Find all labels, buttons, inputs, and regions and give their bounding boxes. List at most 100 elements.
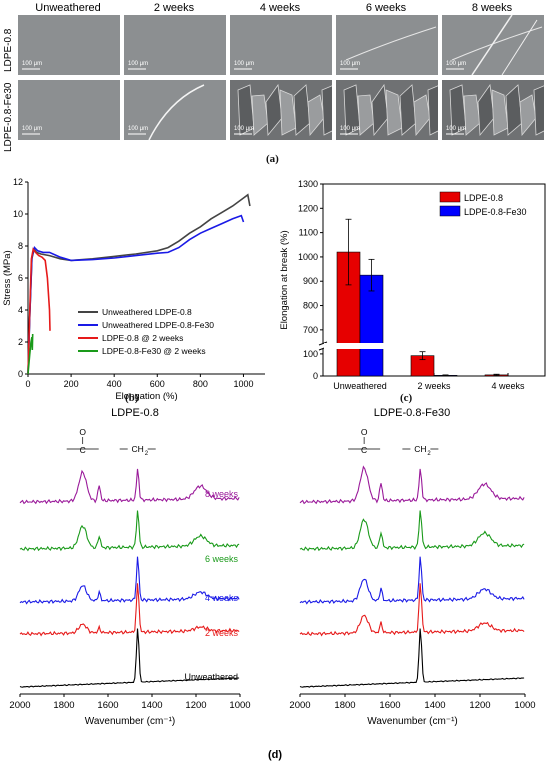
sem-texture bbox=[128, 68, 146, 70]
y-tick-label: 900 bbox=[303, 276, 318, 286]
axis-break-mark bbox=[318, 341, 328, 346]
row-label-ldpe-fe30: LDPE-0.8-Fe30 bbox=[3, 82, 14, 152]
series-line-2 bbox=[27, 214, 245, 375]
x-axis-title: Elongation (%) bbox=[115, 391, 177, 402]
ch2-annotation: CH bbox=[132, 444, 144, 454]
y-tick-label: 4 bbox=[18, 305, 23, 315]
sem-fragment bbox=[251, 94, 269, 136]
x-tick-label: 2000 bbox=[9, 700, 30, 711]
sem-fragment bbox=[413, 94, 431, 137]
sem-texture bbox=[340, 83, 438, 137]
sem-fragment bbox=[533, 85, 544, 136]
co-annotation-c: C bbox=[361, 445, 367, 455]
x-tick-label: 1600 bbox=[379, 700, 400, 711]
y-tick-label: 6 bbox=[18, 273, 23, 283]
sem-fragment bbox=[307, 94, 325, 137]
co-annotation-c: C bbox=[80, 445, 86, 455]
series-line-3 bbox=[27, 247, 51, 375]
x-tick-label: 2000 bbox=[289, 700, 310, 711]
y-tick-label: 8 bbox=[18, 241, 23, 251]
bar-break-band bbox=[324, 343, 544, 349]
x-tick-label: 1000 bbox=[514, 700, 535, 711]
y-tick-label: 12 bbox=[13, 177, 23, 187]
sem-fragment bbox=[357, 94, 375, 136]
sem-fragment bbox=[463, 94, 481, 136]
col-header-2-weeks: 2 weeks bbox=[153, 2, 195, 14]
scale-bar-label: 100 μm bbox=[340, 126, 361, 132]
spectrum-line-5 bbox=[19, 468, 240, 505]
x-tick-label: 1000 bbox=[233, 379, 253, 389]
sem-texture bbox=[446, 15, 543, 75]
sem-texture bbox=[446, 83, 544, 137]
sem-crack bbox=[451, 26, 543, 61]
x-axis-title: Wavenumber (cm⁻¹) bbox=[367, 716, 457, 727]
sem-fragment bbox=[321, 85, 332, 136]
spectrum-label-1: 8 weeks bbox=[205, 489, 239, 499]
spectrum-line-2 bbox=[299, 583, 525, 637]
x-tick-label: 1200 bbox=[469, 700, 490, 711]
y-tick-label: 1200 bbox=[298, 203, 318, 213]
col-header-8-weeks: 8 weeks bbox=[471, 2, 513, 14]
x-tick-label: 400 bbox=[107, 379, 122, 389]
sem-fragment bbox=[279, 89, 297, 136]
stress-strain-axes: 0 200 400 600 800 1000 0 2 4 6 8 10 12 Elongation (%)… bbox=[2, 177, 265, 402]
x-tick-label: 1200 bbox=[185, 700, 206, 711]
y-tick-label: 1300 bbox=[298, 179, 318, 189]
spectrum-line-5 bbox=[299, 465, 525, 505]
x-tick-label: 2 weeks bbox=[417, 381, 451, 391]
sem-image-ldpe-fe30-8-weeks: 100 μm bbox=[442, 80, 544, 140]
x-tick-label: 4 weeks bbox=[491, 381, 525, 391]
scale-bar-label: 100 μm bbox=[22, 61, 43, 67]
sem-fragment bbox=[371, 83, 389, 137]
y-axis-title: Elongation at break (%) bbox=[279, 230, 290, 329]
panel-a-label: (a) bbox=[266, 153, 279, 165]
x-tick-label: 0 bbox=[25, 379, 30, 389]
sem-crack bbox=[471, 15, 513, 75]
spectrum-label-3: 4 weeks bbox=[205, 593, 239, 603]
axis-break-gap bbox=[319, 343, 327, 349]
x-tick-label: 1800 bbox=[334, 700, 355, 711]
x-tick-label: 600 bbox=[150, 379, 165, 389]
sem-fragment bbox=[265, 83, 283, 137]
sem-fragment bbox=[505, 84, 523, 136]
y-tick-label: 700 bbox=[303, 325, 318, 335]
spectrum-label-4: 2 weeks bbox=[205, 628, 239, 638]
scale-bar-label: 100 μm bbox=[128, 61, 149, 67]
co-annotation-o: O bbox=[361, 427, 368, 437]
x-tick-label: 200 bbox=[64, 379, 79, 389]
spectrum-line-1 bbox=[299, 628, 525, 688]
stress-strain-lines bbox=[27, 193, 251, 375]
scale-bar-label: 100 μm bbox=[340, 61, 361, 67]
ch2-subscript: 2 bbox=[145, 451, 149, 457]
sem-image-grid: Unweathered 2 weeks 4 weeks 6 weeks 8 we… bbox=[18, 0, 550, 150]
sem-fragment bbox=[477, 83, 495, 137]
ftir-right-title: LDPE-0.8-Fe30 bbox=[374, 407, 450, 419]
col-header-unweathered: Unweathered bbox=[35, 2, 101, 14]
panel-c-label: (c) bbox=[400, 392, 413, 404]
y-tick-label: 1000 bbox=[298, 252, 318, 262]
ftir-left-title: LDPE-0.8 bbox=[111, 407, 159, 419]
legend-label-2: LDPE-0.8-Fe30 bbox=[464, 207, 527, 217]
spectrum-label-2: 6 weeks bbox=[205, 554, 239, 564]
sem-crack bbox=[148, 84, 205, 140]
sem-fragment bbox=[519, 94, 537, 137]
x-tick-label: 1000 bbox=[229, 700, 250, 711]
spectrum-line-4 bbox=[19, 510, 240, 552]
sem-image-ldpe-8-weeks: 100 μm bbox=[442, 15, 544, 75]
stress-strain-chart: 0 200 400 600 800 1000 0 2 4 6 8 10 12 Elongation (%)… bbox=[2, 177, 265, 402]
stress-strain-legend: Unweathered LDPE-0.8 Unweathered LDPE-0.8… bbox=[78, 307, 214, 356]
legend-swatch-1 bbox=[439, 191, 461, 203]
spectrum-line-4 bbox=[299, 510, 525, 552]
spectrum-line-2 bbox=[19, 583, 240, 637]
sem-image-ldpe-unweathered: 100 μm bbox=[18, 15, 120, 75]
elongation-bar-chart: 700 800 900 1000 1100 1200 1300 0 100 Elongation … bbox=[279, 179, 546, 391]
series-line-1 bbox=[27, 193, 251, 375]
sem-fragment bbox=[385, 89, 403, 136]
spectrum-line-3 bbox=[19, 556, 240, 605]
ftir-spectra-chart: LDPE-0.8 LDPE-0.8-Fe30 2000 1800 1600 1400 1… bbox=[9, 407, 535, 761]
panel-d-label: (d) bbox=[268, 749, 282, 761]
sem-cells: 100 μm 100 μm 100 μm 100 μm 100 μm 100 μm 100 … bbox=[18, 15, 550, 150]
scale-bar-label: 100 μm bbox=[234, 61, 255, 67]
legend-swatch-2 bbox=[439, 205, 461, 217]
y-tick-label: 0 bbox=[18, 369, 23, 379]
